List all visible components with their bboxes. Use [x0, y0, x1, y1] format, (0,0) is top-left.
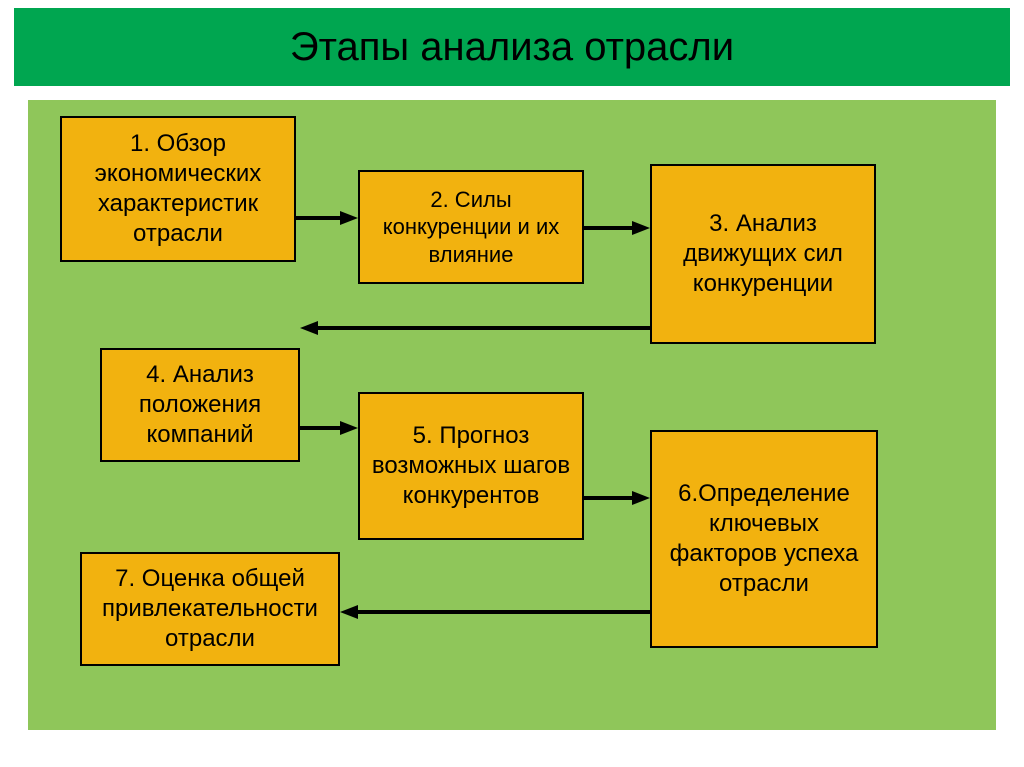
flow-box-label: 2. Силы конкуренции и их влияние: [368, 186, 574, 269]
arrow: [300, 321, 650, 335]
diagram-canvas: 1. Обзор экономических характеристик отр…: [28, 100, 996, 730]
arrow: [300, 421, 358, 435]
flow-box-6: 6.Определение ключевых факторов успеха о…: [650, 430, 878, 648]
flow-box-7: 7. Оценка общей привлекательности отрасл…: [80, 552, 340, 666]
flow-box-4: 4. Анализ положения компаний: [100, 348, 300, 462]
flow-box-label: 1. Обзор экономических характеристик отр…: [70, 129, 286, 249]
flow-box-5: 5. Прогноз возможных шагов конкурентов: [358, 392, 584, 540]
arrow: [340, 605, 650, 619]
flow-box-1: 1. Обзор экономических характеристик отр…: [60, 116, 296, 262]
flow-box-label: 6.Определение ключевых факторов успеха о…: [660, 479, 868, 599]
flow-box-label: 7. Оценка общей привлекательности отрасл…: [90, 564, 330, 654]
flow-box-label: 5. Прогноз возможных шагов конкурентов: [368, 421, 574, 511]
flow-box-3: 3. Анализ движущих сил конкуренции: [650, 164, 876, 344]
flow-box-label: 4. Анализ положения компаний: [110, 360, 290, 450]
flow-box-label: 3. Анализ движущих сил конкуренции: [660, 209, 866, 299]
title-bar: Этапы анализа отрасли: [14, 8, 1010, 86]
flow-box-2: 2. Силы конкуренции и их влияние: [358, 170, 584, 284]
arrow: [584, 221, 650, 235]
arrow: [296, 211, 358, 225]
slide-title: Этапы анализа отрасли: [290, 25, 734, 70]
arrow: [584, 491, 650, 505]
